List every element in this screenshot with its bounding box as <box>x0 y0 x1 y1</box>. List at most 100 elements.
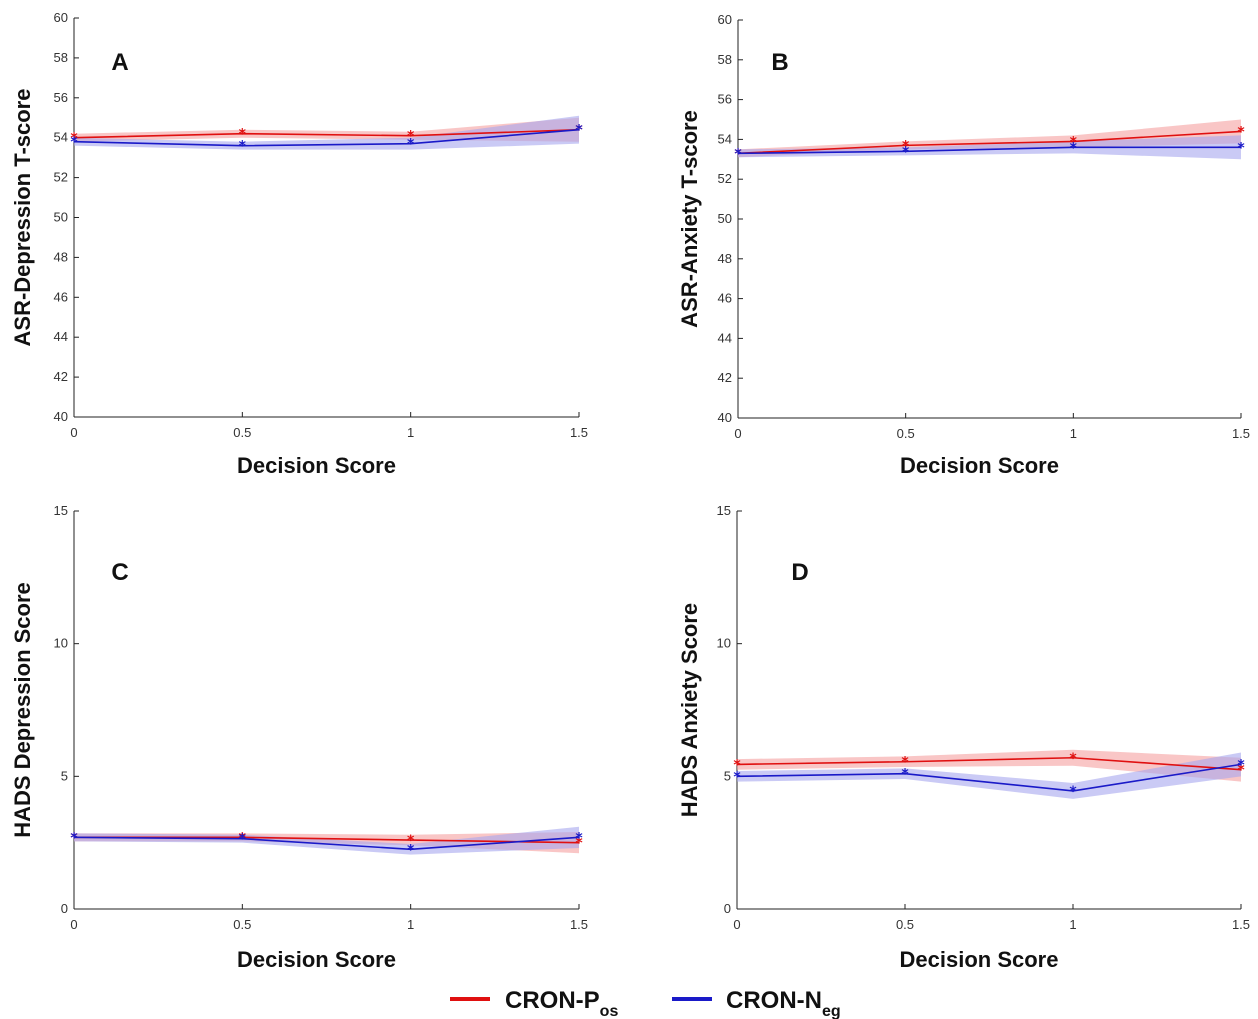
panel-letter: D <box>791 559 808 586</box>
data-point-neg: * <box>1237 140 1245 156</box>
data-point-pos: * <box>70 830 78 846</box>
data-point-pos: * <box>902 138 910 154</box>
data-point-pos: * <box>1070 134 1078 150</box>
series-band-neg <box>737 752 1241 799</box>
series-line-pos <box>737 130 1242 155</box>
x-tick-label: 1 <box>407 425 414 440</box>
series-band-pos <box>737 749 1241 782</box>
y-tick-label: 5 <box>61 768 68 783</box>
series-line-neg <box>736 763 1242 792</box>
data-point-pos: * <box>901 755 909 771</box>
x-tick-label: 0.5 <box>897 426 915 441</box>
panel-d: 0 5 10 15 0 0.5 1 1.5 Decision Score HADS Anxiety… <box>677 503 1250 972</box>
y-tick-label: 56 <box>718 92 732 107</box>
data-point-pos: * <box>575 123 583 139</box>
data-point-pos: * <box>1237 124 1245 140</box>
data-point-neg: * <box>1070 140 1078 156</box>
panel-letter: A <box>111 49 128 76</box>
x-tick-label: 0 <box>733 917 740 932</box>
y-axis-label: ASR-Anxiety T-score <box>677 110 702 328</box>
y-axis-label: HADS Depression Score <box>10 582 35 838</box>
y-tick-label: 0 <box>724 901 731 916</box>
data-point-neg: * <box>734 146 742 162</box>
data-point-neg: * <box>575 123 583 139</box>
x-axis-label: Decision Score <box>900 453 1059 478</box>
legend: CRON-Pos CRON-Neg <box>450 987 841 1019</box>
panel-b: 40 42 44 46 48 50 52 54 56 58 60 0 0.5 1 1.5 Decision S… <box>677 12 1250 478</box>
y-tick-label: 44 <box>54 329 68 344</box>
series-line-pos <box>736 756 1242 771</box>
y-tick-label: 15 <box>54 503 68 518</box>
y-tick-label: 42 <box>718 370 732 385</box>
y-tick-label: 58 <box>54 50 68 65</box>
x-tick-label: 1 <box>1069 917 1076 932</box>
data-point-neg: * <box>70 830 78 846</box>
x-axis-label: Decision Score <box>237 947 396 972</box>
data-point-neg: * <box>902 144 910 160</box>
data-point-neg: * <box>239 832 247 848</box>
x-tick-label: 1.5 <box>570 425 588 440</box>
x-tick-label: 0 <box>70 917 77 932</box>
legend-label-pos: CRON-Pos <box>505 987 618 1019</box>
y-tick-label: 56 <box>54 90 68 105</box>
y-axis-label: HADS Anxiety Score <box>677 603 702 817</box>
y-tick-label: 40 <box>718 410 732 425</box>
y-tick-label: 60 <box>718 12 732 27</box>
legend-label-neg: CRON-Neg <box>726 987 841 1019</box>
y-axis-label: ASR-Depression T-score <box>10 89 35 347</box>
data-point-pos: * <box>239 127 247 143</box>
x-tick-label: 0.5 <box>233 425 251 440</box>
x-tick-label: 1.5 <box>1232 917 1250 932</box>
data-point-pos: * <box>575 836 583 852</box>
y-tick-label: 0 <box>61 901 68 916</box>
y-tick-label: 54 <box>54 130 68 145</box>
data-point-neg: * <box>733 769 741 785</box>
data-point-neg: * <box>575 830 583 846</box>
y-tick-label: 42 <box>54 369 68 384</box>
y-tick-label: 50 <box>54 210 68 225</box>
x-tick-label: 0.5 <box>233 917 251 932</box>
y-tick-label: 46 <box>54 289 68 304</box>
series-band-neg <box>74 115 579 150</box>
data-point-pos: * <box>1069 751 1077 767</box>
data-point-pos: * <box>733 757 741 773</box>
y-tick-label: 10 <box>717 636 731 651</box>
x-tick-label: 1.5 <box>1232 426 1250 441</box>
data-point-pos: * <box>734 146 742 162</box>
y-tick-label: 40 <box>54 409 68 424</box>
data-point-pos: * <box>407 129 415 145</box>
y-tick-label: 48 <box>54 249 68 264</box>
y-tick-label: 10 <box>54 636 68 651</box>
x-tick-label: 0 <box>70 425 77 440</box>
x-tick-label: 0.5 <box>896 917 914 932</box>
x-axis-label: Decision Score <box>237 453 396 478</box>
y-tick-label: 46 <box>718 291 732 306</box>
y-tick-label: 44 <box>718 330 732 345</box>
data-point-pos: * <box>70 131 78 147</box>
data-point-pos: * <box>1237 763 1245 779</box>
x-axis-label: Decision Score <box>900 947 1059 972</box>
y-tick-label: 50 <box>718 211 732 226</box>
series-line-neg <box>737 146 1241 155</box>
y-tick-label: 52 <box>718 171 732 186</box>
data-point-pos: * <box>407 833 415 849</box>
panel-a: 40 42 44 46 48 50 52 54 56 58 60 0 0.5 1 1.5 Decision S… <box>10 10 588 478</box>
y-tick-label: 15 <box>717 503 731 518</box>
data-point-neg: * <box>407 137 415 153</box>
y-tick-label: 60 <box>54 10 68 25</box>
data-point-neg: * <box>239 139 247 155</box>
y-tick-label: 58 <box>718 52 732 67</box>
x-tick-label: 0 <box>734 426 741 441</box>
series-band-neg <box>74 826 579 855</box>
data-point-neg: * <box>407 842 415 858</box>
data-point-neg: * <box>1237 757 1245 773</box>
data-point-neg: * <box>901 767 909 783</box>
data-point-neg: * <box>1069 784 1077 800</box>
y-tick-label: 54 <box>718 131 732 146</box>
series-line-neg <box>73 836 580 851</box>
series-line-pos <box>73 128 580 139</box>
panel-c: 0 5 10 15 0 0.5 1 1.5 Decision Score HADS Depress… <box>10 503 588 972</box>
y-tick-label: 52 <box>54 170 68 185</box>
series-band-neg <box>738 135 1241 160</box>
